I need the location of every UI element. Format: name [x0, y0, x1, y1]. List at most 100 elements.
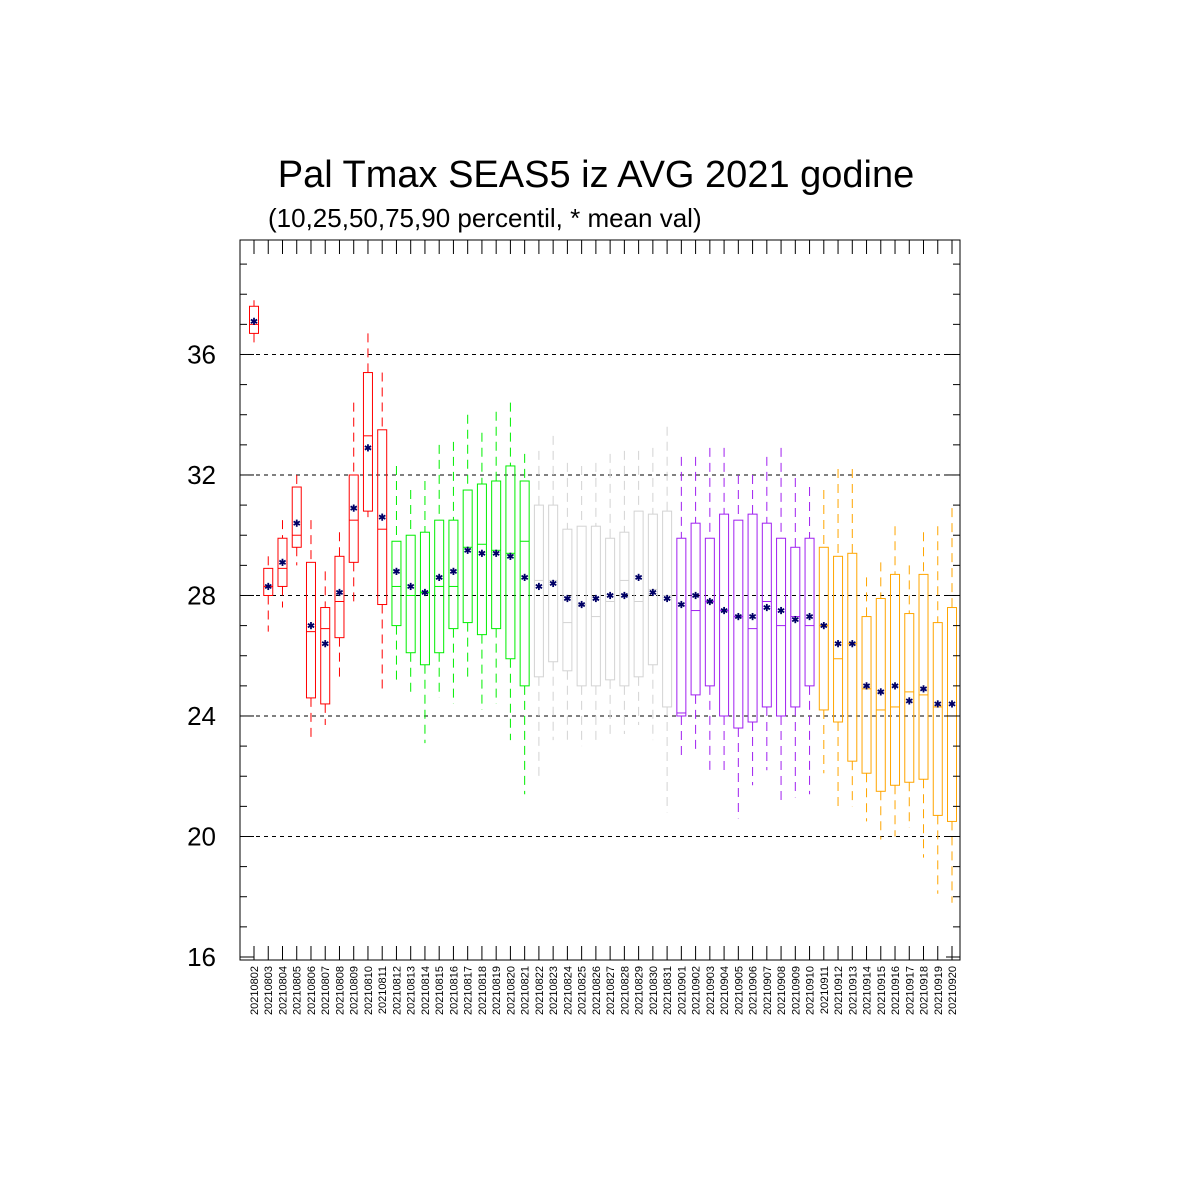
mean-stroke [820, 623, 828, 629]
box-iqr [533, 504, 544, 678]
chart-subtitle: (10,25,50,75,90 percentil, * mean val) [268, 203, 702, 233]
mean-stroke [734, 613, 742, 620]
box-20210905 [733, 474, 744, 819]
box-20210810 [362, 333, 373, 518]
mean-stroke [563, 595, 571, 602]
x-tick-label: 20210831 [662, 966, 674, 1015]
mean-stroke [264, 583, 272, 590]
box-iqr [690, 522, 701, 696]
x-tick-label: 20210824 [562, 966, 574, 1015]
x-tick-label: 20210826 [591, 966, 603, 1015]
mean-marker [350, 504, 358, 512]
mean-marker [734, 612, 742, 621]
mean-marker [307, 622, 315, 630]
mean-marker [805, 612, 814, 621]
x-tick-label: 20210908 [776, 966, 788, 1015]
box-20210916 [890, 526, 901, 837]
mean-marker [791, 615, 799, 624]
mean-stroke [293, 520, 301, 526]
mean-stroke [250, 318, 258, 324]
mean-marker [877, 688, 885, 696]
mean-stroke [278, 559, 287, 565]
mean-marker [649, 588, 657, 597]
x-tick-label: 20210830 [648, 966, 660, 1015]
means-layer [250, 317, 956, 708]
mean-stroke [407, 583, 415, 590]
mean-marker [335, 588, 344, 597]
x-tick-label: 20210827 [605, 966, 617, 1015]
box-iqr [562, 528, 573, 672]
x-tick-label: 20210914 [862, 966, 874, 1015]
mean-marker [934, 700, 942, 708]
box-iqr [619, 531, 630, 687]
x-tick-label: 20210820 [505, 966, 517, 1015]
box-20210914 [861, 577, 872, 822]
box-iqr [633, 510, 644, 678]
x-tick-label: 20210910 [805, 966, 817, 1015]
mean-stroke [606, 592, 614, 599]
x-tick-label: 20210904 [719, 966, 731, 1015]
mean-marker [763, 603, 771, 612]
mean-marker [392, 567, 401, 575]
mean-stroke [905, 698, 913, 704]
box-iqr [904, 613, 915, 783]
box-20210815 [434, 444, 445, 698]
box-20210915 [875, 562, 886, 840]
box-iqr [448, 519, 459, 630]
box-20210821 [519, 453, 530, 795]
mean-marker [706, 597, 714, 606]
x-tick-label: 20210907 [762, 966, 774, 1015]
x-tick-label: 20210906 [748, 966, 760, 1015]
box-iqr [391, 540, 402, 627]
y-tick-label: 24 [187, 701, 216, 731]
box-20210917 [904, 565, 915, 828]
box-20210908 [776, 447, 787, 801]
box-iqr [277, 537, 288, 587]
x-tick-label: 20210807 [320, 966, 332, 1015]
y-tick-label: 32 [187, 460, 216, 490]
box-20210824 [562, 462, 573, 741]
mean-stroke [934, 701, 942, 707]
box-iqr [875, 597, 886, 792]
x-tick-label: 20210811 [377, 966, 389, 1014]
x-tick-label: 20210817 [463, 966, 475, 1015]
x-tick-label: 20210815 [434, 966, 446, 1015]
box-iqr [847, 552, 858, 762]
mean-marker [521, 573, 529, 582]
box-iqr [548, 504, 559, 663]
box-iqr [462, 489, 473, 624]
mean-stroke [464, 547, 472, 553]
mean-stroke [748, 613, 757, 620]
x-tick-label: 20210901 [676, 966, 688, 1015]
x-tick-label: 20210909 [790, 966, 802, 1015]
box-iqr [747, 513, 758, 723]
mean-marker [264, 582, 272, 591]
mean-stroke [521, 574, 529, 580]
x-tick-label: 20210818 [477, 966, 489, 1015]
box-20210807 [320, 571, 331, 726]
box-iqr [291, 486, 302, 548]
mean-marker [250, 317, 258, 325]
x-tick-label: 20210917 [904, 966, 916, 1015]
mean-marker [535, 582, 543, 591]
x-tick-label: 20210816 [448, 966, 460, 1015]
x-tick-label: 20210916 [890, 966, 902, 1015]
box-20210901 [676, 456, 687, 759]
mean-stroke [364, 445, 372, 451]
box-iqr [590, 525, 601, 687]
mean-marker [563, 594, 571, 603]
mean-stroke [791, 617, 799, 623]
mean-stroke [877, 689, 885, 695]
x-tick-label: 20210918 [919, 966, 931, 1015]
mean-marker [777, 606, 785, 615]
mean-marker [620, 591, 628, 600]
mean-stroke [620, 592, 628, 599]
mean-stroke [692, 592, 700, 599]
mean-stroke [763, 604, 771, 611]
y-tick-label: 16 [187, 942, 216, 972]
mean-stroke [378, 514, 386, 520]
boxes-layer [249, 300, 958, 903]
mean-marker [378, 513, 386, 521]
mean-marker [492, 549, 500, 557]
mean-marker [692, 591, 700, 600]
